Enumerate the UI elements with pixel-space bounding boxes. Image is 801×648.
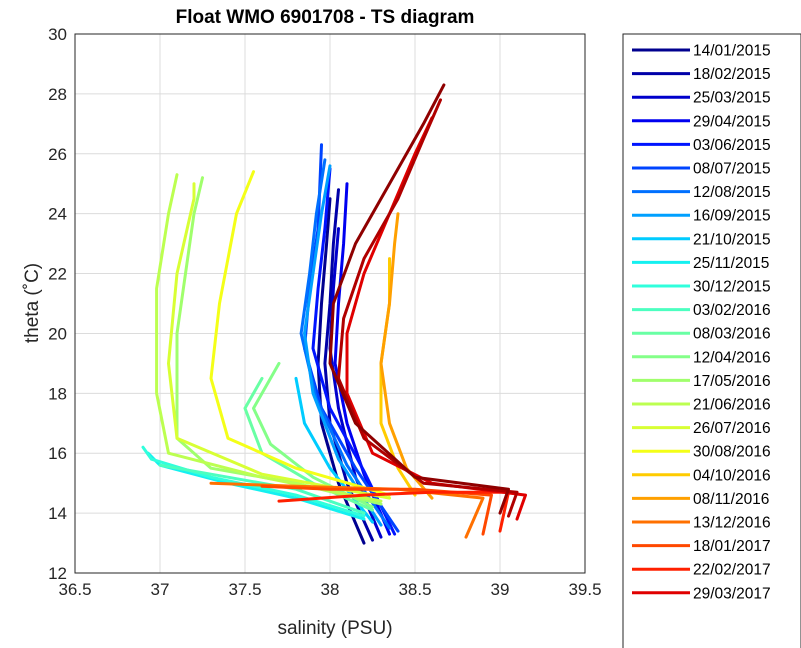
series-line-4: [311, 167, 397, 536]
legend-label: 08/07/2015: [693, 161, 771, 178]
y-tick-label: 28: [48, 85, 67, 104]
series-line-15: [155, 173, 383, 503]
legend-items: 14/01/2015 18/02/2015 25/03/2015 29/04/2015…: [632, 43, 771, 602]
legend-entry: 29/03/2017: [632, 585, 771, 602]
x-axis-label: salinity (PSU): [277, 618, 392, 639]
legend-entry: 17/05/2016: [632, 373, 771, 390]
series-line-21: [260, 484, 493, 536]
axes: [74, 33, 586, 574]
legend-label: 29/03/2017: [693, 585, 771, 602]
legend-entry: 21/10/2015: [632, 231, 771, 248]
y-tick-label: 22: [48, 265, 67, 284]
legend-entry: 25/11/2015: [632, 255, 769, 272]
series-line-24: [337, 98, 519, 518]
series-line-6: [299, 158, 391, 530]
x-tick-label: 38.5: [398, 580, 431, 599]
y-tick-label: 26: [48, 145, 67, 164]
legend-label: 03/02/2016: [693, 302, 771, 319]
y-tick-label: 18: [48, 384, 67, 403]
series-line-7: [303, 164, 383, 527]
legend-entry: 08/11/2016: [632, 491, 769, 508]
legend-label: 12/08/2015: [693, 184, 771, 201]
x-tick-label: 39.5: [568, 580, 601, 599]
legend-entry: 12/08/2015: [632, 184, 771, 201]
legend-entry: 18/01/2017: [632, 538, 771, 555]
legend-label: 18/01/2017: [693, 538, 771, 555]
axes-box: [74, 33, 586, 574]
y-tick-label: 12: [48, 564, 67, 583]
x-tick-label: 39: [491, 580, 510, 599]
legend-entry: 22/02/2017: [632, 562, 771, 579]
y-tick-label: 16: [48, 444, 67, 463]
legend-label: 21/06/2016: [693, 397, 771, 414]
x-tick-label: 36.5: [58, 580, 91, 599]
legend-label: 08/11/2016: [693, 491, 769, 508]
series-line-22: [277, 490, 510, 533]
y-tick-label: 20: [48, 324, 67, 343]
legend-entry: 26/07/2016: [632, 420, 771, 437]
legend-label: 30/12/2015: [693, 279, 771, 296]
legend-entry: 13/12/2016: [632, 515, 771, 532]
legend-entry: 29/04/2015: [632, 113, 771, 130]
chart-title: Float WMO 6901708 - TS diagram: [176, 7, 475, 28]
legend-entry: 21/06/2016: [632, 397, 771, 414]
legend-label: 18/02/2015: [693, 66, 771, 83]
legend-label: 14/01/2015: [693, 43, 771, 60]
legend-label: 25/11/2015: [693, 255, 769, 272]
y-tick-label: 14: [48, 504, 67, 523]
x-tick-label: 37: [151, 580, 170, 599]
y-axis-label: theta (˚C): [22, 263, 43, 343]
legend-label: 29/04/2015: [693, 113, 771, 130]
legend-entry: 08/03/2016: [632, 326, 771, 343]
series-layer: [141, 83, 527, 545]
legend-entry: 16/09/2015: [632, 208, 771, 225]
legend-label: 30/08/2016: [693, 444, 771, 461]
y-tick-label: 24: [48, 205, 67, 224]
x-tick-label: 38: [321, 580, 340, 599]
legend-entry: 08/07/2015: [632, 161, 771, 178]
series-line-10: [141, 445, 366, 518]
legend-label: 25/03/2015: [693, 90, 771, 107]
series-line-16: [167, 182, 391, 500]
x-tick-labels: 36.5 37 37.5 38 38.5 39 39.5: [58, 580, 601, 599]
legend-label: 03/06/2015: [693, 137, 771, 154]
series-line-11: [158, 463, 366, 515]
legend-label: 04/10/2016: [693, 467, 771, 484]
legend-label: 22/02/2017: [693, 562, 771, 579]
series-line-17: [209, 170, 391, 497]
legend-entry: 30/08/2016: [632, 444, 771, 461]
legend-entry: 30/12/2015: [632, 279, 771, 296]
legend-entry: 14/01/2015: [632, 43, 771, 60]
series-line-25: [328, 83, 510, 515]
legend-entry: 12/04/2016: [632, 349, 771, 366]
legend-label: 21/10/2015: [693, 231, 771, 248]
legend-label: 26/07/2016: [693, 420, 771, 437]
legend-entry: 04/10/2016: [632, 467, 771, 484]
legend-entry: 03/06/2015: [632, 137, 771, 154]
legend: 14/01/2015 18/02/2015 25/03/2015 29/04/2015…: [622, 33, 801, 648]
legend-label: 13/12/2016: [693, 515, 771, 532]
legend-entry: 03/02/2016: [632, 302, 771, 319]
y-tick-labels: 12 14 16 18 20 22 24 26 28 30: [48, 25, 67, 583]
legend-entry: 25/03/2015: [632, 90, 771, 107]
legend-label: 16/09/2015: [693, 208, 771, 225]
legend-entry: 18/02/2015: [632, 66, 771, 83]
y-tick-label: 30: [48, 25, 67, 44]
x-tick-label: 37.5: [228, 580, 261, 599]
legend-label: 17/05/2016: [693, 373, 771, 390]
legend-label: 12/04/2016: [693, 349, 771, 366]
legend-label: 08/03/2016: [693, 326, 771, 343]
